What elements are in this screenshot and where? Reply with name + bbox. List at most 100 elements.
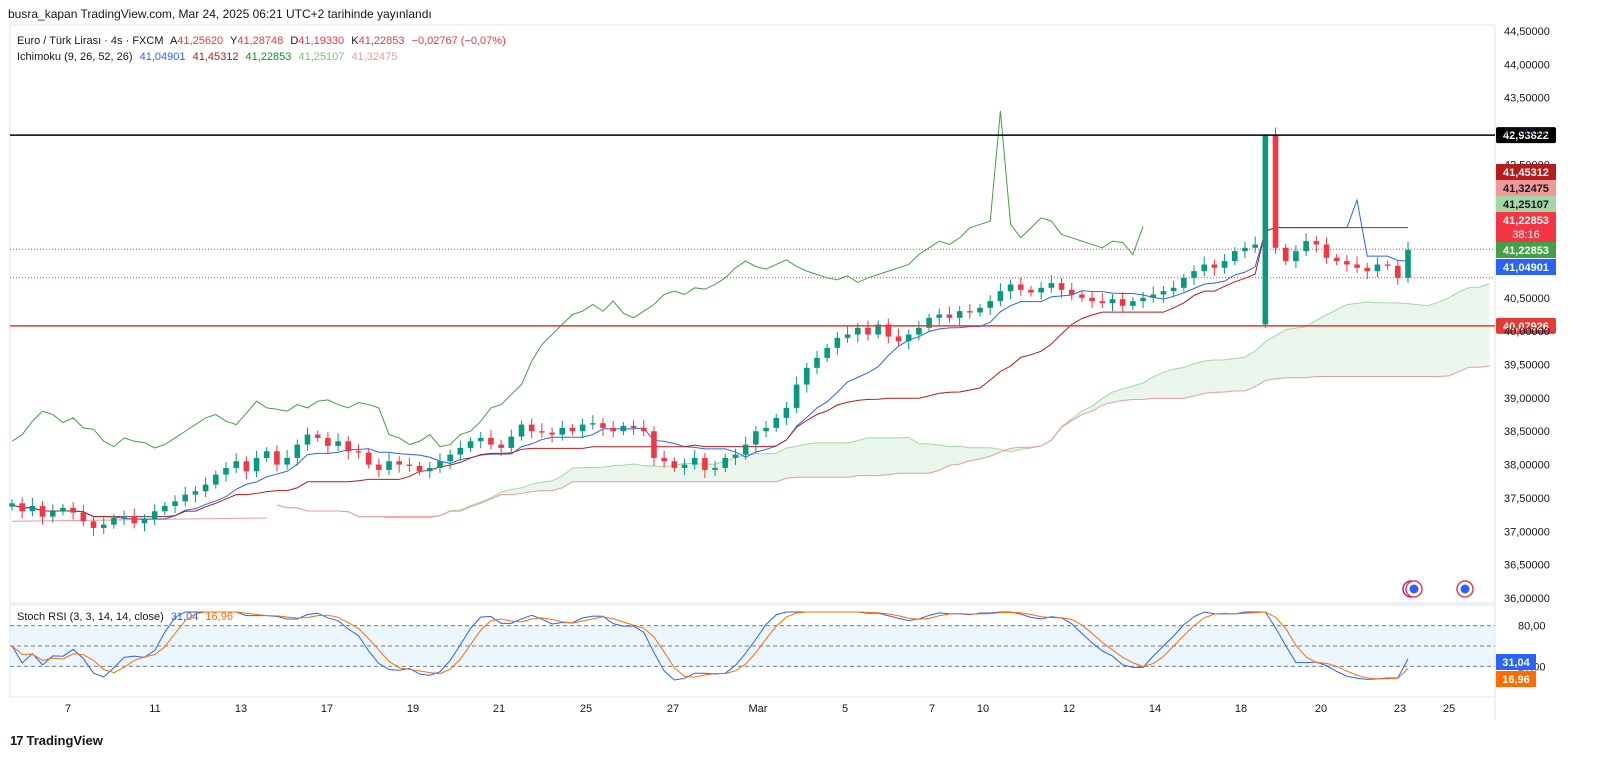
candle-body [1313,241,1320,245]
candle-body [1160,291,1167,295]
price-tick-label: 37,50000 [1504,493,1550,505]
candle [274,445,280,472]
candle-body [457,447,464,455]
candle-body [997,291,1004,302]
candle-body [355,451,362,453]
ichimoku-tenkan-value: 41,04901 [140,51,186,63]
candle [335,433,341,451]
candle [600,418,606,436]
candle-body [1109,299,1116,304]
candle-body [875,324,881,335]
candle [172,495,178,513]
candle [477,431,484,449]
price-label-bg [1496,164,1556,180]
candle-body [559,427,566,435]
event-icon[interactable] [1402,580,1423,598]
candle-body [844,334,851,338]
candle [1038,281,1044,300]
candle-body [783,407,790,418]
candle [284,449,290,470]
candle [1160,286,1167,303]
candle-body [824,347,830,358]
candle [1140,291,1146,309]
candle [345,436,352,460]
event-icon[interactable] [1456,580,1474,598]
candle-body [1282,247,1289,262]
candle [365,448,372,469]
candle [1017,277,1024,296]
candle [243,456,250,480]
stoch-d-line [11,611,1409,680]
price-label: 41,04901 [1503,262,1549,274]
candle-body [1293,251,1299,262]
candle [630,419,637,435]
candle-body [528,424,535,432]
candle-body [19,503,25,512]
candle [1191,265,1197,285]
candle [376,458,382,477]
candle-body [1221,261,1228,268]
candle-body [39,505,46,517]
candle-body [396,461,403,465]
candle-body [1364,267,1371,272]
candle [1109,294,1116,312]
candle [396,456,403,473]
price-tick-label: 40,00000 [1504,326,1550,338]
candle-body [131,516,138,524]
candle-body [1333,257,1340,262]
candle [1058,278,1065,298]
ichimoku-kijun-value: 41,45312 [193,51,239,63]
candle-body [1231,251,1238,262]
candle [202,477,209,498]
candle [1211,259,1218,276]
price-labels: 41,45312 41,32475 41,25107 41,22853 38:16 41,… [1496,164,1556,275]
candle [865,320,871,341]
candle [956,306,963,326]
candle-body [1395,265,1401,278]
candle-body [1323,244,1330,258]
candle-body [294,444,301,458]
candle [447,449,453,470]
candle-body [722,457,729,468]
candle [457,440,464,461]
candle [314,430,321,442]
stoch-legend: Stoch RSI (3, 3, 14, 14, close) 31,04 16… [17,611,233,623]
horizontal-line-label-bg [1496,317,1556,334]
candle [386,453,392,475]
candle-body [854,327,861,335]
candle-body [202,484,209,492]
candle [1364,262,1371,280]
candle-body [671,461,678,468]
candle [651,426,657,466]
candle-body [9,503,15,507]
candle-body [1099,301,1106,304]
candle [1231,247,1238,266]
candle [742,436,749,460]
time-tick-label: 11 [149,703,160,715]
candle-body [569,427,576,432]
candle-body [987,301,994,308]
candle-body [243,461,250,472]
stoch-k-value: 31,04 [171,611,199,623]
candle [80,504,87,527]
candle [559,420,566,441]
candle [253,450,260,478]
price-label-bg [1496,212,1556,242]
horizontal-line-label-bg [1496,127,1556,144]
candle-body [172,501,178,506]
candle [1313,236,1320,253]
candle [722,453,729,472]
stoch-k-badge-bg [1496,654,1536,670]
time-tick-label: 20 [1315,703,1327,715]
span-a-line [276,283,1490,519]
candle [9,499,15,511]
time-tick-label: 10 [977,703,989,715]
candle-body [712,467,718,470]
candle [997,283,1004,307]
candle [304,427,311,451]
candle [100,517,107,534]
candle-body [49,511,56,517]
candle [1252,236,1258,253]
